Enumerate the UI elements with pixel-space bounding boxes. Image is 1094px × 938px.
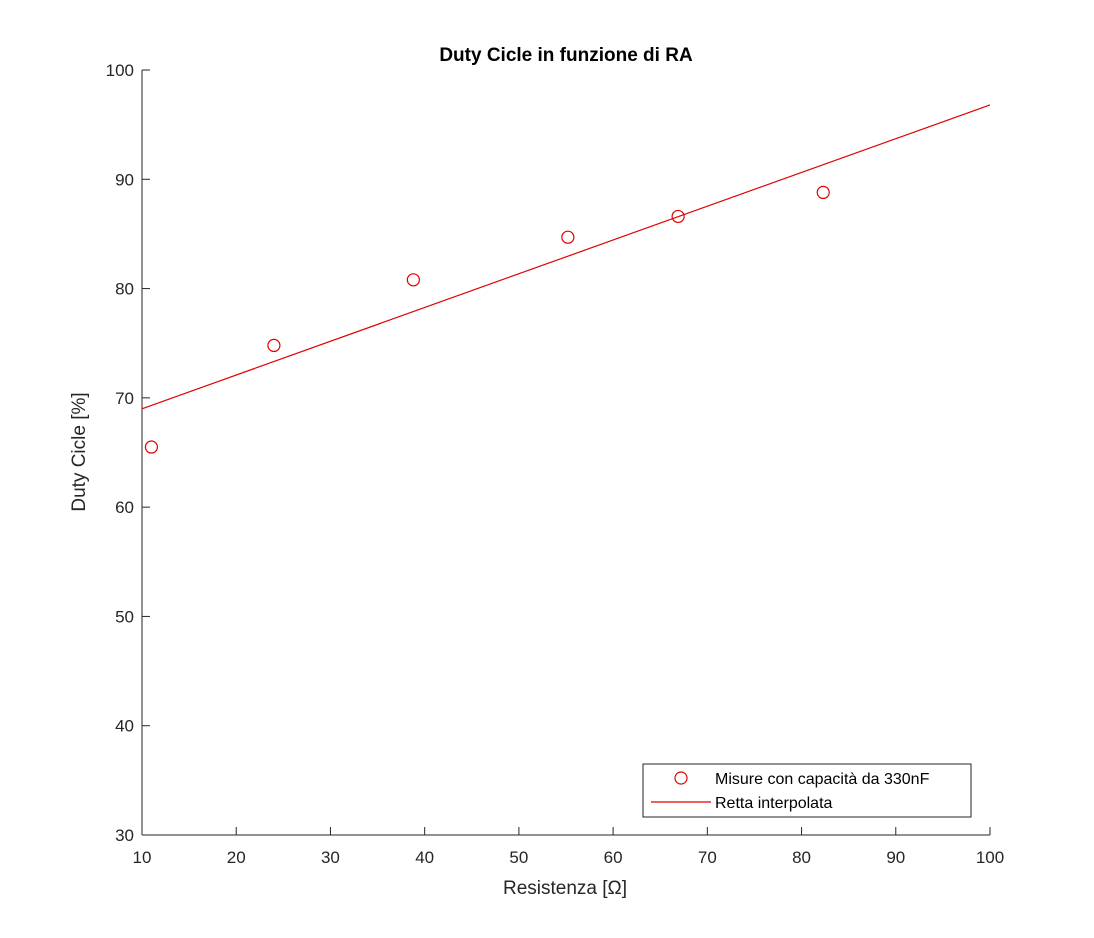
x-tick-label: 30 xyxy=(321,848,340,867)
x-axis-label: Resistenza [Ω] xyxy=(503,878,627,899)
x-tick-label: 50 xyxy=(509,848,528,867)
x-tick-label: 60 xyxy=(604,848,623,867)
y-tick-label: 70 xyxy=(115,389,134,408)
y-axis-label: Duty Cicle [%] xyxy=(69,392,90,511)
data-point xyxy=(406,273,420,287)
y-tick-label: 50 xyxy=(115,607,134,626)
data-point xyxy=(561,230,575,244)
x-tick-label: 10 xyxy=(133,848,152,867)
legend-marker-swatch xyxy=(674,771,688,785)
data-point xyxy=(816,185,830,199)
x-tick-label: 70 xyxy=(698,848,717,867)
x-tick-label: 90 xyxy=(886,848,905,867)
y-tick-label: 90 xyxy=(115,170,134,189)
plot-layer: 10 20 30 40 50 60 70 80 90 100 30 40 50 60 70 80 90 100 Mi… xyxy=(106,61,1005,867)
x-tick-label: 100 xyxy=(976,848,1004,867)
data-point xyxy=(671,209,685,224)
y-tick-label: 60 xyxy=(115,498,134,517)
data-point xyxy=(144,440,159,454)
fit-line xyxy=(141,104,991,410)
legend-label: Retta interpolata xyxy=(715,795,833,812)
y-tick-label: 30 xyxy=(115,826,134,845)
y-tick-label: 100 xyxy=(106,61,134,80)
legend-box xyxy=(642,763,972,818)
x-tick-label: 40 xyxy=(415,848,434,867)
chart-title: Duty Cicle in funzione di RA xyxy=(439,45,693,66)
y-tick-label: 40 xyxy=(115,717,134,736)
legend-label: Misure con capacità da 330nF xyxy=(715,771,930,788)
x-tick-label: 80 xyxy=(792,848,811,867)
x-tick-label: 20 xyxy=(227,848,246,867)
y-tick-label: 80 xyxy=(115,280,134,299)
data-point xyxy=(267,338,281,352)
